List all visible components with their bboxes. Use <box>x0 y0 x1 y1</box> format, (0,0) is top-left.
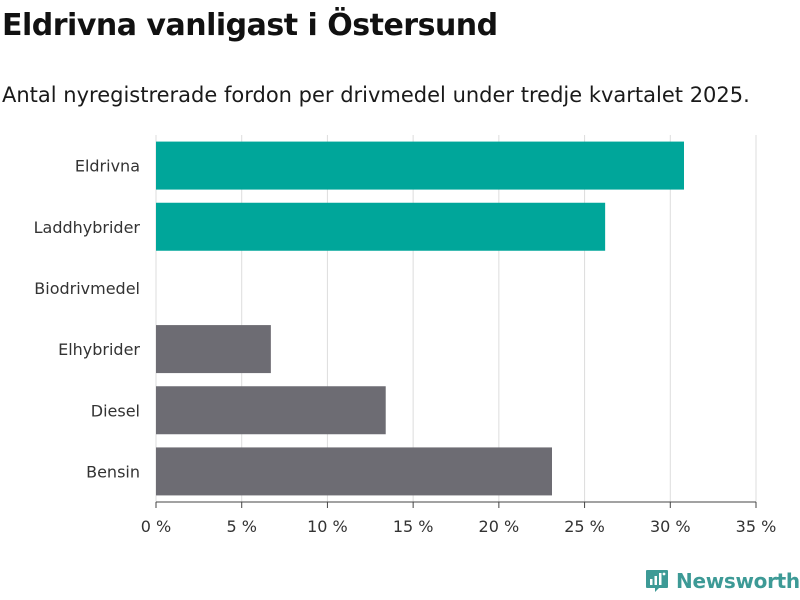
category-label: Biodrivmedel <box>34 279 140 298</box>
bar-eldrivna <box>156 141 684 190</box>
bar-elhybrider <box>156 325 271 374</box>
x-tick-label: 35 % <box>736 517 777 536</box>
category-label: Eldrivna <box>75 157 140 176</box>
bar-bensin <box>156 447 552 496</box>
category-label: Diesel <box>91 401 140 420</box>
newsworthy-logo-icon <box>646 570 668 592</box>
x-tick-label: 0 % <box>141 517 171 536</box>
x-tick-label: 15 % <box>393 517 434 536</box>
category-label: Laddhybrider <box>34 218 141 237</box>
brand-name: Newsworthy <box>676 569 800 593</box>
newsworthy-brand: Newsworthy <box>644 568 800 594</box>
chart-title: Eldrivna vanligast i Östersund <box>2 8 498 43</box>
bar-diesel <box>156 386 386 435</box>
x-tick-label: 30 % <box>650 517 691 536</box>
x-tick-label: 5 % <box>226 517 256 536</box>
chart-subtitle: Antal nyregistrerade fordon per drivmede… <box>2 83 750 107</box>
category-label: Bensin <box>86 462 140 481</box>
x-tick-label: 20 % <box>479 517 520 536</box>
category-label: Elhybrider <box>58 340 140 359</box>
x-tick-label: 10 % <box>307 517 348 536</box>
bar-laddhybrider <box>156 202 606 251</box>
x-tick-label: 25 % <box>564 517 605 536</box>
